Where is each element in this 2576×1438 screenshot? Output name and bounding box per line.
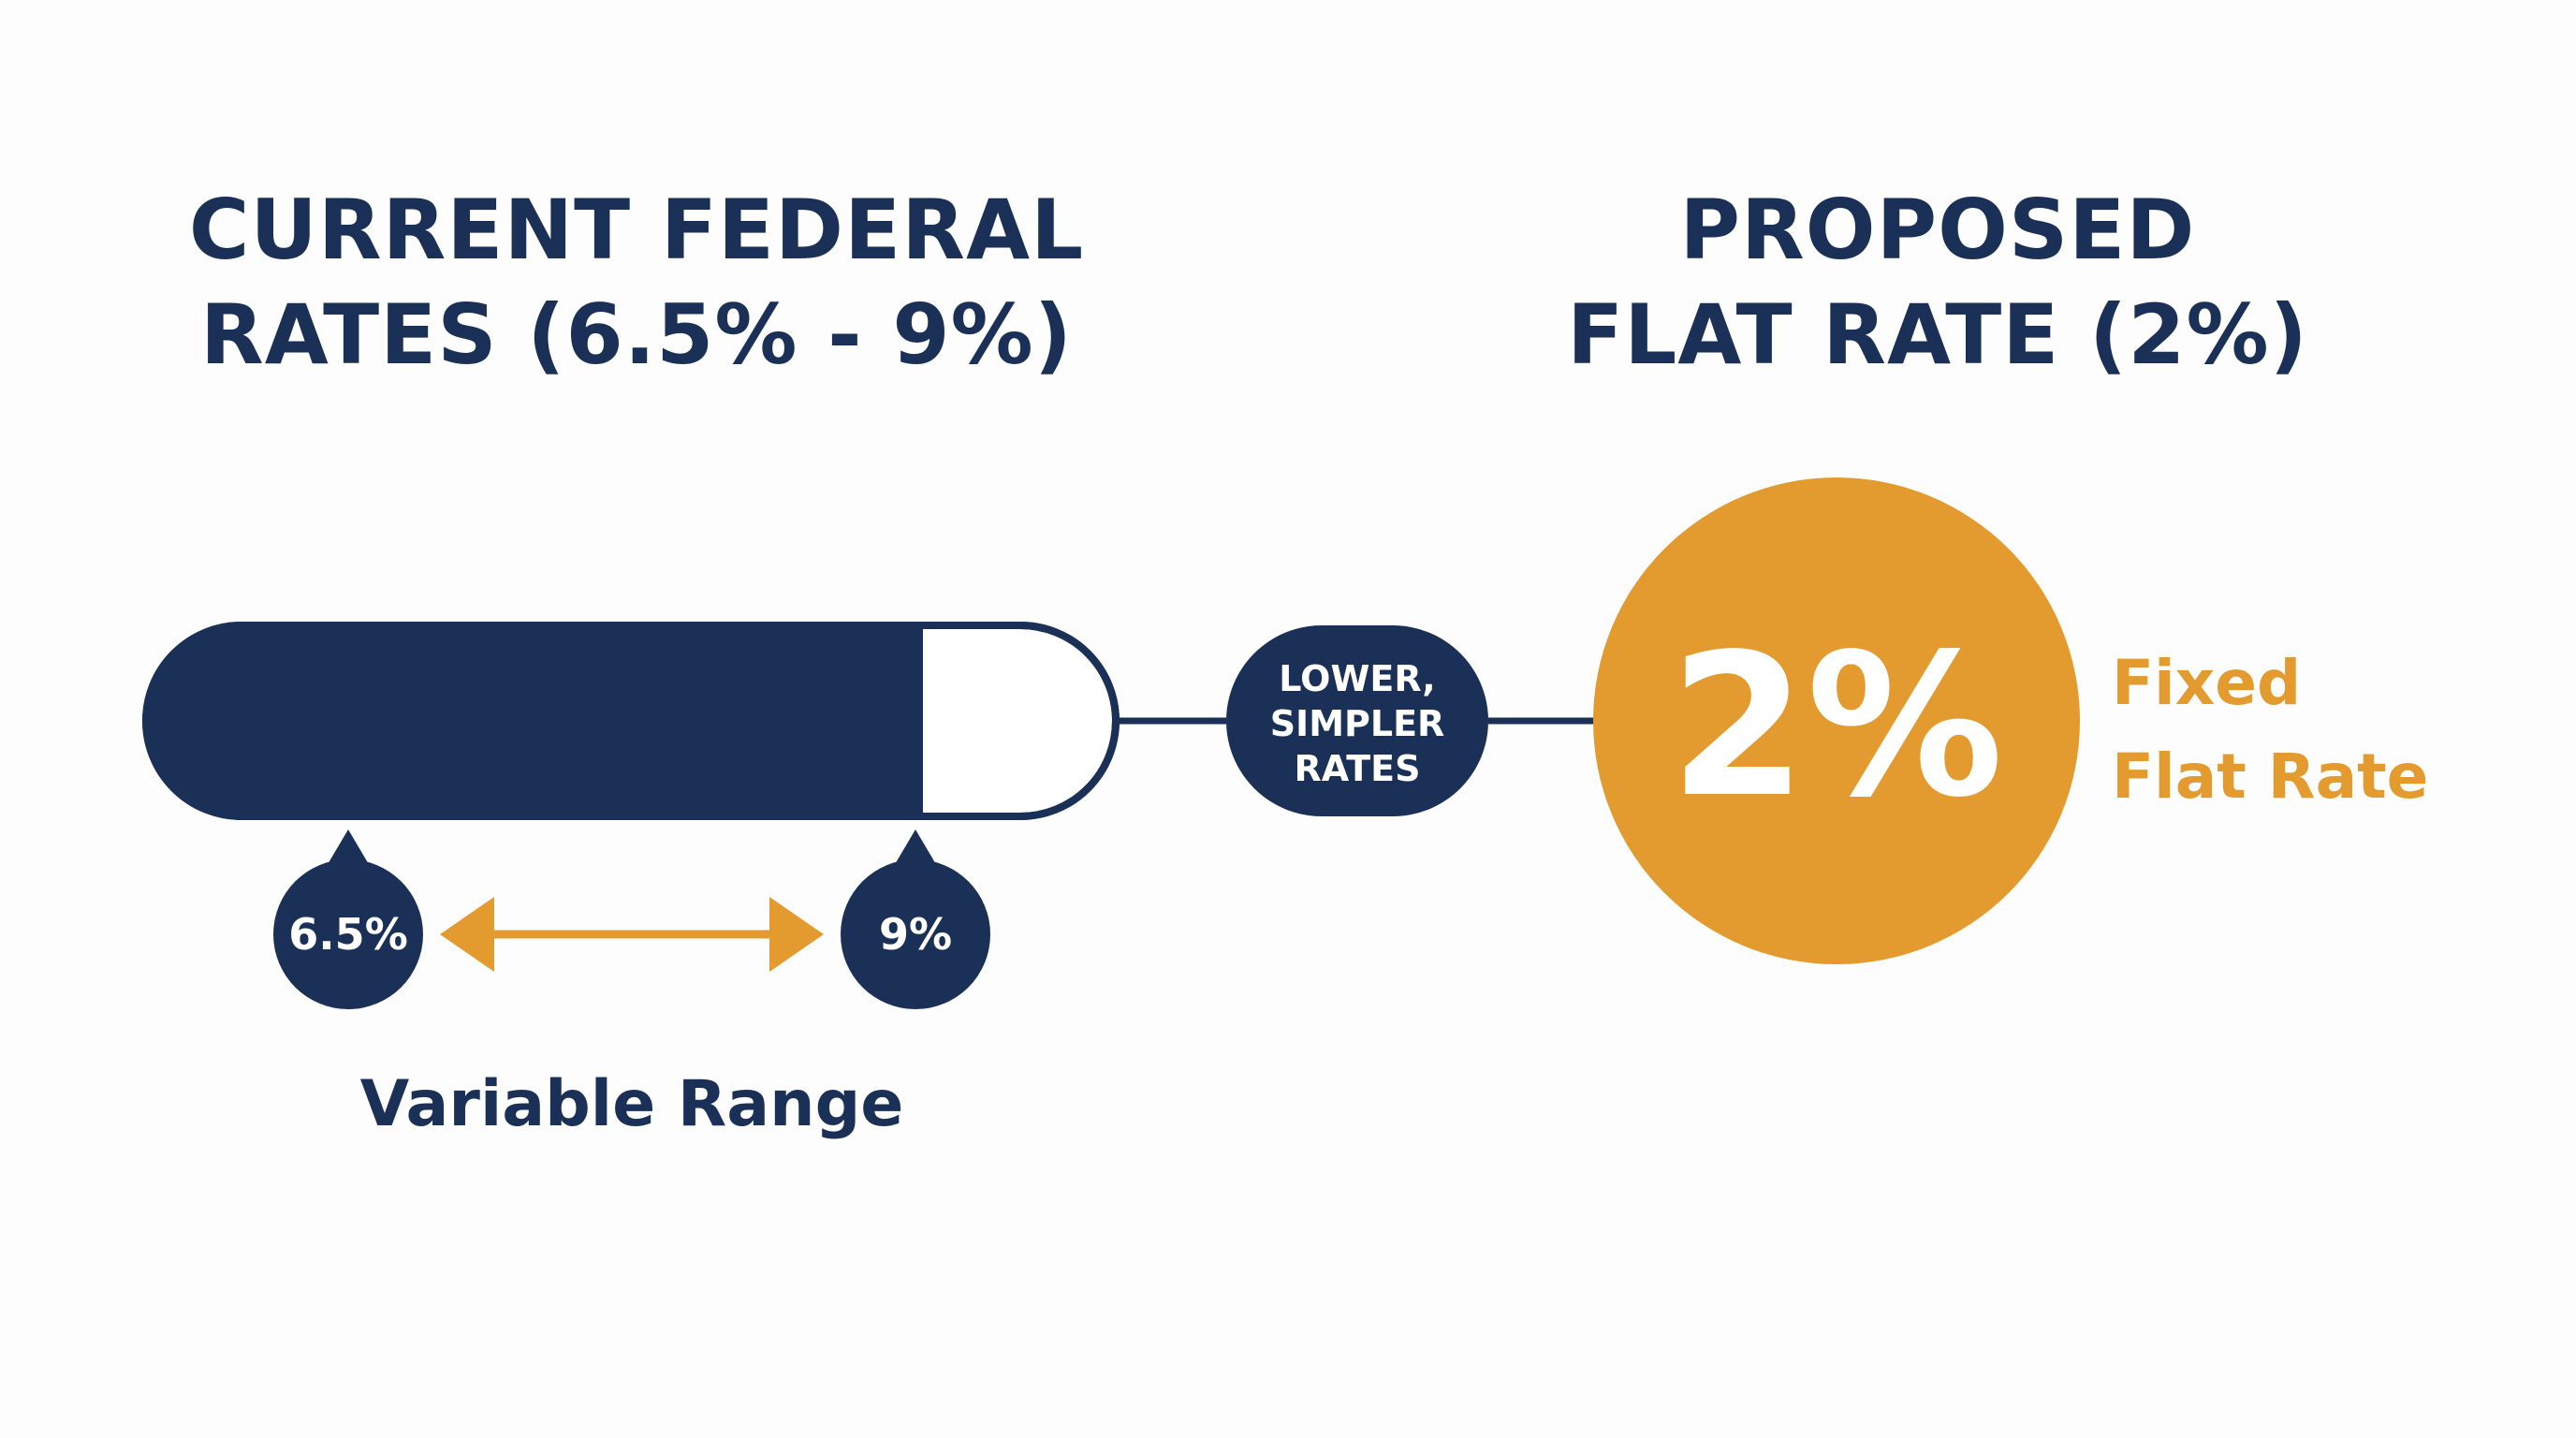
- current-rates-title-line1: CURRENT FEDERAL: [188, 182, 1085, 278]
- badge-text-line2: SIMPLER: [1270, 703, 1445, 744]
- badge-text-line3: RATES: [1295, 748, 1421, 789]
- proposed-rate-title-line2: FLAT RATE (2%): [1567, 286, 2308, 383]
- variable-range-label: Variable Range: [360, 1067, 904, 1141]
- marker-low-label: 6.5%: [288, 909, 408, 960]
- current-rates-title-line2: RATES (6.5% - 9%): [200, 286, 1073, 383]
- proposed-rate-title-line1: PROPOSED: [1679, 182, 2196, 278]
- fixed-caption-line2: Flat Rate: [2112, 741, 2428, 813]
- badge-text-line1: LOWER,: [1279, 658, 1435, 699]
- rate-bar-fill: [146, 625, 923, 816]
- marker-high: 9%: [841, 829, 990, 1009]
- marker-high-label: 9%: [879, 909, 952, 960]
- flat-rate-circle: 2%: [1593, 477, 2080, 964]
- current-rates-title: CURRENT FEDERAL RATES (6.5% - 9%): [168, 178, 1105, 388]
- rate-bar-outline: [142, 622, 1120, 820]
- lower-simpler-rates-badge: LOWER, SIMPLER RATES: [1226, 625, 1488, 816]
- range-double-arrow: [440, 897, 824, 972]
- proposed-rate-title: PROPOSED FLAT RATE (2%): [1470, 178, 2406, 388]
- variable-rate-bar: [142, 622, 1120, 820]
- flat-rate-value: 2%: [1670, 611, 2004, 841]
- fixed-caption-line1: Fixed: [2112, 647, 2301, 719]
- marker-low: 6.5%: [273, 829, 423, 1009]
